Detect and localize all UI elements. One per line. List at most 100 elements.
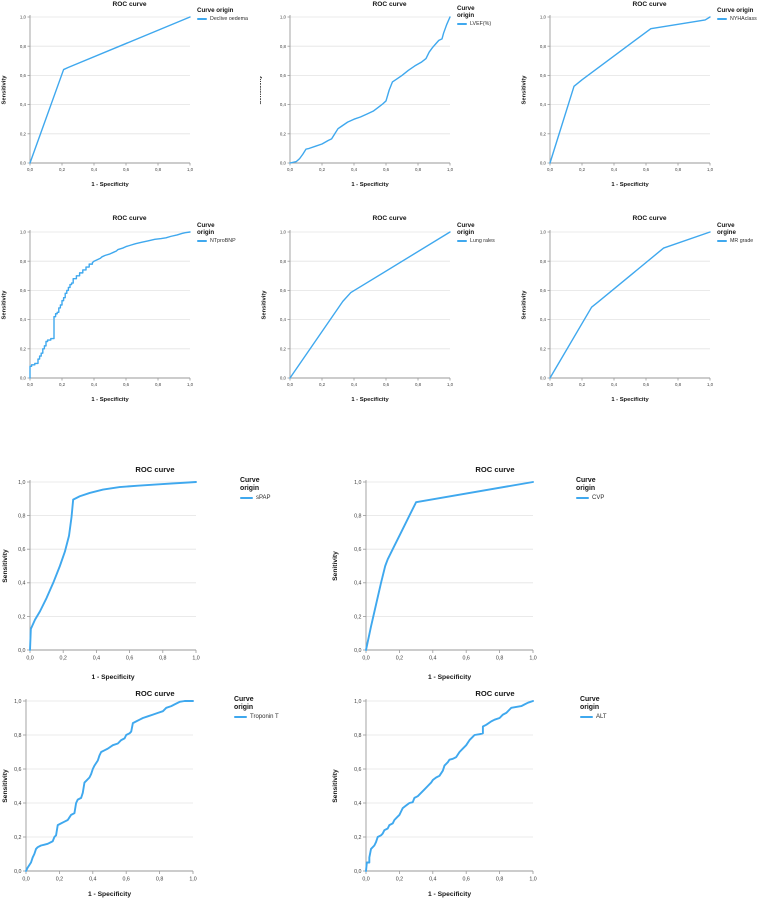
x-tick-label: 1,0 <box>192 655 199 661</box>
legend-series-label: Troponin T <box>250 713 279 720</box>
x-tick-label: 1,0 <box>187 167 194 172</box>
y-tick-label: 0,2 <box>354 614 361 620</box>
y-axis-label: Sensitivity <box>262 290 268 320</box>
roc-panel-spap: ROC curve 0,0 0,0 0,2 0,2 0,4 0,4 0,6 0,6 0,8 0,8 1… <box>0 455 310 683</box>
x-tick-label: 0,8 <box>156 876 163 882</box>
y-axis-label: Sensitivity <box>2 769 9 803</box>
roc-curve-line <box>549 231 711 379</box>
legend-series-label: sPAP <box>256 494 271 501</box>
y-tick-label: 0,2 <box>18 614 25 620</box>
y-tick-label: 0,6 <box>540 73 547 78</box>
x-tick-label: 0,6 <box>123 167 130 172</box>
chart-title: ROC curve <box>135 689 175 698</box>
legend-series-label: Declive oedema <box>210 16 248 23</box>
legend: Curve origin ALT <box>580 696 607 720</box>
legend: Curve origin NTproBNP <box>197 222 236 244</box>
legend-series-label: Lung rales <box>470 238 495 245</box>
chart-title: ROC curve <box>475 465 515 474</box>
x-tick-label: 0,6 <box>123 876 130 882</box>
y-tick-label: 0,0 <box>280 161 287 166</box>
y-tick-label: 1,0 <box>354 480 361 486</box>
x-tick-label: 0,4 <box>91 167 98 172</box>
legend-title: Curve origin <box>457 5 475 20</box>
roc-panel-mr-grade: ROC curve 0,0 0,0 0,2 0,2 0,4 0,4 0,6 0,6 0,8 0,8 1… <box>520 205 779 420</box>
y-tick-label: 0,2 <box>20 346 27 351</box>
x-axis-label: 1 - Specificity <box>91 674 134 681</box>
x-tick-label: 0,8 <box>155 382 162 387</box>
x-tick-label: 0,4 <box>429 876 436 882</box>
chart-title: ROC curve <box>372 215 407 222</box>
x-tick-label: 0,2 <box>59 167 66 172</box>
x-axis-label: 1 - Specificity <box>91 397 129 403</box>
legend-line-swatch <box>580 715 593 718</box>
x-tick-label: 1,0 <box>707 382 714 387</box>
legend-series-label: CVP <box>592 494 605 501</box>
legend-series-label: NYHAclass <box>730 16 757 23</box>
y-tick-label: 0,2 <box>20 131 27 136</box>
legend-line-swatch <box>717 18 727 21</box>
x-axis-label: 1 - Specificity <box>351 182 389 188</box>
legend-item: MR grade <box>717 238 753 244</box>
x-tick-label: 0,8 <box>415 382 422 387</box>
x-tick-label: 0,6 <box>123 382 130 387</box>
legend: Curve origin NYHAclass <box>717 7 757 22</box>
y-tick-label: 0,6 <box>354 547 361 553</box>
legend-title: Curve origin <box>197 222 215 237</box>
x-tick-label: 1,0 <box>707 167 714 172</box>
chart-title: ROC curve <box>632 215 667 222</box>
roc-curve-line <box>29 231 191 379</box>
x-tick-label: 1,0 <box>529 876 536 882</box>
y-tick-label: 1,0 <box>20 230 27 235</box>
y-tick-label: 0,0 <box>14 869 21 875</box>
legend-title: Curve origin <box>580 696 600 711</box>
y-axis-label: Sensitivity <box>2 549 9 583</box>
roc-curve-line <box>29 16 191 164</box>
legend: Curve origin sPAP <box>240 477 271 501</box>
x-tick-label: 0,4 <box>351 167 358 172</box>
y-tick-label: 0,4 <box>18 581 25 587</box>
legend-item: Troponin T <box>234 714 279 720</box>
roc-chart: 0,00,0 0,2 0,2 0,4 0,4 0,6 0,6 0,8 0,8 1,0 1,0 1 - … <box>2 699 197 898</box>
y-tick-label: 0,8 <box>354 514 361 520</box>
legend-item: LVEF(%) <box>457 21 491 27</box>
roc-panel-lung-rales: ROC curve 0,0 0,0 0,2 0,2 0,4 0,4 0,6 0,6 0,8 0,8 1… <box>260 205 519 420</box>
y-tick-label: 0,4 <box>20 317 27 322</box>
roc-curve-line <box>25 700 194 872</box>
x-tick-label: 0,0 <box>27 167 34 172</box>
roc-chart: 0,00,0 0,2 0,2 0,4 0,4 0,6 0,6 0,8 0,8 1,0 1,0 1 - … <box>2 15 194 188</box>
legend-line-swatch <box>457 240 467 243</box>
y-tick-label: 0,8 <box>540 44 547 49</box>
legend: Curve origin LVEF(%) <box>457 5 491 27</box>
y-tick-label: 0,4 <box>540 317 547 322</box>
x-tick-label: 0,4 <box>93 655 100 661</box>
x-tick-label: 0,2 <box>60 655 67 661</box>
roc-chart: 0,00,0 0,2 0,2 0,4 0,4 0,6 0,6 0,8 0,8 1,0 1,0 1 - … <box>2 480 200 681</box>
y-tick-label: 0,6 <box>280 288 287 293</box>
chart-title: ROC curve <box>632 1 667 8</box>
x-axis-label: 1 - Specificity <box>351 397 389 403</box>
x-tick-label: 0,2 <box>396 655 403 661</box>
x-tick-label: 0,2 <box>396 876 403 882</box>
x-tick-label: 0,2 <box>579 382 586 387</box>
legend-title: Curve origin <box>717 7 754 14</box>
y-tick-label: 0,6 <box>18 547 25 553</box>
y-tick-label: 0,4 <box>20 102 27 107</box>
x-tick-label: 0,8 <box>415 167 422 172</box>
legend-series-label: ALT <box>596 713 607 720</box>
x-tick-label: 0,6 <box>643 382 650 387</box>
y-tick-label: 1,0 <box>540 230 547 235</box>
legend-line-swatch <box>717 240 727 243</box>
x-tick-label: 0,0 <box>26 655 33 661</box>
legend: Curve orgine MR grade <box>717 222 753 244</box>
y-tick-label: 1,0 <box>20 15 27 20</box>
y-tick-label: 0,8 <box>18 514 25 520</box>
legend-item: Lung rales <box>457 238 495 244</box>
x-tick-label: 0,6 <box>126 655 133 661</box>
legend-item: ALT <box>580 714 607 720</box>
y-tick-label: 1,0 <box>354 699 361 705</box>
y-tick-label: 0,4 <box>540 102 547 107</box>
y-tick-label: 0,8 <box>280 259 287 264</box>
x-tick-label: 0,2 <box>319 382 326 387</box>
y-tick-label: 0,2 <box>540 346 547 351</box>
